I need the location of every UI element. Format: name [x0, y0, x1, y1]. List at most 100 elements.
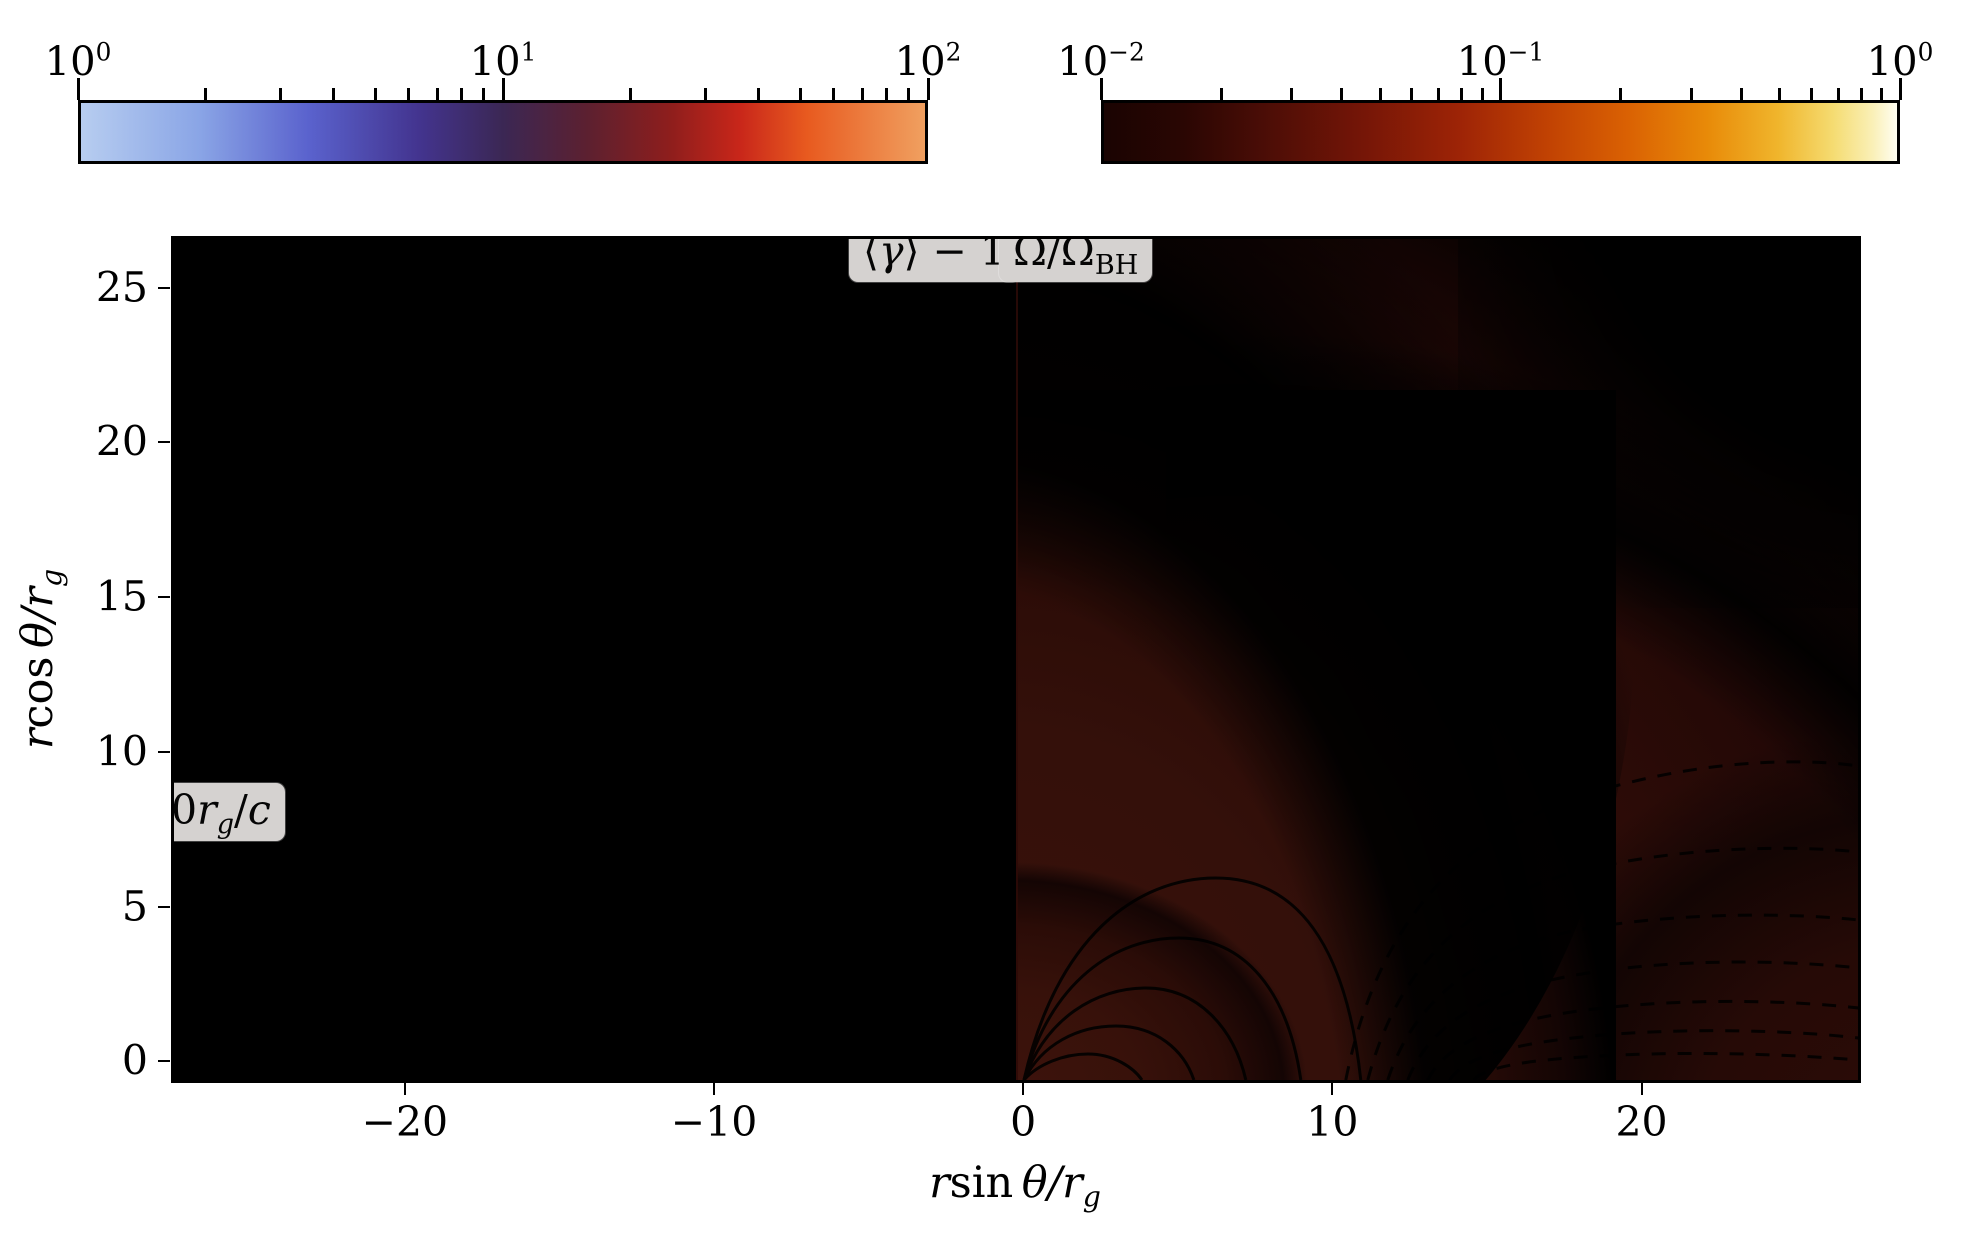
y-tick-label: 10 [95, 727, 148, 776]
colorbar-tick [1898, 78, 1902, 100]
colorbar-tick [1290, 88, 1294, 100]
colorbar-tick [1809, 88, 1813, 100]
colorbar-tick [1859, 88, 1863, 100]
main-plot-axes[interactable]: ⟨γ⟩ − 1 Ω/ΩBH 0rg/c [173, 238, 1858, 1080]
field-line-solid-1 [1022, 876, 1362, 1080]
colorbar-tick [373, 88, 377, 100]
y-tick-mark [158, 596, 170, 599]
angular-velocity-colorbar-gradient [1104, 103, 1897, 161]
x-tick-mark [403, 1083, 406, 1095]
field-line-dashed-4 [1405, 960, 1858, 1080]
field-line-dashed-3 [1385, 913, 1858, 1080]
colorbar-tick [407, 88, 411, 100]
axes-spine-top [173, 236, 1858, 239]
field-line-dashed-7 [1472, 1051, 1858, 1080]
colorbar-tick [1378, 88, 1382, 100]
panel-lorentz-factor[interactable] [173, 238, 1016, 1080]
field-line-solid-4 [1022, 1024, 1195, 1080]
colorbar-tick [1499, 78, 1502, 100]
x-tick-mark [1331, 1083, 1334, 1095]
colorbar-tick [1410, 88, 1414, 100]
lorentz-factor-colorbar-bar [78, 100, 928, 164]
polar-axis-line [1015, 238, 1018, 1080]
field-line-solid-2 [1022, 936, 1302, 1080]
angular-velocity-colorbar-bar [1101, 100, 1900, 164]
lorentz-cbar-ticklabel-0: 100 [44, 37, 112, 85]
y-tick-mark [158, 1060, 170, 1063]
colorbar-tick [1739, 88, 1743, 100]
omega-cbar-ticklabel-2: 100 [1866, 37, 1934, 85]
x-tick-mark [1022, 1083, 1025, 1095]
y-tick-label: 20 [95, 417, 148, 466]
left-panel-quantity-label: ⟨γ⟩ − 1 [849, 238, 1021, 283]
colorbar-tick [1437, 88, 1441, 100]
y-axis-title: rcos θ/rg [13, 568, 69, 750]
colorbar-tick [1836, 88, 1840, 100]
colorbar-tick [860, 88, 864, 100]
time-stamp-label: 0rg/c [173, 783, 285, 842]
y-tick-mark [158, 441, 170, 444]
field-line-dashed-1 [1343, 760, 1858, 1080]
x-axis-title: rsin θ/rg [929, 1158, 1101, 1214]
colorbar-tick [1099, 78, 1103, 100]
x-tick-label: −10 [670, 1098, 758, 1146]
colorbar-tick [204, 88, 208, 100]
colorbar-tick [460, 88, 464, 100]
axes-spine-right [1858, 236, 1861, 1083]
lorentz-factor-colorbar-gradient [81, 103, 925, 161]
x-tick-mark [1640, 1083, 1643, 1095]
y-tick-mark [158, 286, 170, 289]
colorbar-tick [1340, 88, 1344, 100]
field-line-solid-3 [1022, 986, 1247, 1080]
lorentz-factor-colorbar[interactable]: 100 101 102 [45, 40, 961, 164]
lorentz-cbar-ticklabel-2: 102 [894, 37, 962, 85]
colorbar-tick [501, 78, 505, 100]
colorbar-tick [1689, 88, 1693, 100]
upper-right-dark-region [1458, 238, 1858, 608]
axes-spine-left [171, 236, 174, 1083]
colorbar-tick [482, 88, 486, 100]
colorbar-tick [757, 88, 761, 100]
angular-velocity-colorbar[interactable]: 10−2 10−1 100 [1057, 40, 1933, 164]
x-tick-label: 20 [1615, 1098, 1668, 1146]
magnetic-field-line-contours [1022, 760, 1858, 1080]
colorbar-tick [1480, 88, 1484, 100]
y-tick-mark [158, 750, 170, 753]
field-line-dashed-6 [1447, 1029, 1858, 1080]
right-panel-quantity-label: Ω/ΩBH [999, 238, 1153, 283]
colorbar-tick [1880, 88, 1884, 100]
y-tick-label: 25 [95, 263, 148, 312]
lorentz-cbar-ticklabel-1: 101 [469, 37, 537, 85]
field-line-solid-5 [1022, 1052, 1143, 1080]
colorbar-tick [704, 88, 708, 100]
x-tick-label: 10 [1306, 1098, 1359, 1146]
x-tick-label: 0 [1010, 1098, 1037, 1146]
x-tick-label: −20 [361, 1098, 449, 1146]
colorbar-tick [629, 88, 633, 100]
field-line-dashed-5 [1425, 999, 1858, 1080]
y-tick-label: 5 [121, 882, 148, 931]
colorbar-tick [926, 78, 930, 100]
angular-velocity-colorbar-ticks [1099, 78, 1902, 100]
colorbar-tick [885, 88, 889, 100]
colorbar-tick [279, 88, 283, 100]
colorbar-tick [798, 88, 802, 100]
colorbar-tick [435, 88, 439, 100]
colorbar-tick [1778, 88, 1782, 100]
lorentz-factor-colorbar-ticks [76, 78, 930, 100]
colorbar-tick [907, 88, 911, 100]
colorbar-tick [1460, 88, 1464, 100]
omega-cbar-ticklabel-0: 10−2 [1057, 37, 1145, 85]
colorbar-tick [1619, 88, 1623, 100]
axes-spine-bottom [173, 1080, 1861, 1083]
y-tick-label: 15 [95, 572, 148, 621]
colorbar-tick [1219, 88, 1223, 100]
colorbar-tick [76, 78, 80, 100]
y-tick-label: 0 [121, 1036, 148, 1085]
panel-angular-velocity[interactable] [1015, 238, 1858, 1080]
x-tick-mark [713, 1083, 716, 1095]
y-tick-mark [158, 905, 170, 908]
colorbar-tick [832, 88, 836, 100]
omega-cbar-ticklabel-1: 10−1 [1456, 37, 1545, 85]
